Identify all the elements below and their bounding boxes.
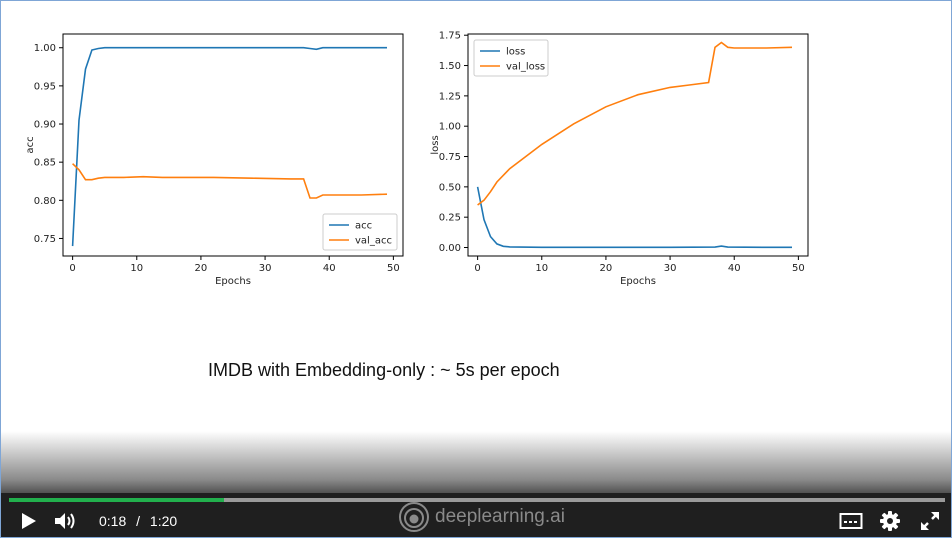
y-tick-label: 0.85 (34, 158, 56, 169)
y-tick-label: 1.75 (439, 31, 461, 42)
x-tick-label: 10 (535, 263, 548, 274)
progress-bar-played (9, 498, 225, 502)
legend-box (473, 39, 549, 77)
settings-gear-icon (880, 511, 900, 531)
y-tick-label: 0.95 (34, 81, 56, 92)
legend-box (322, 213, 398, 251)
time-display: 0:18 / 1:20 (99, 513, 177, 529)
fullscreen-button[interactable] (919, 510, 941, 532)
x-tick-label: 20 (195, 263, 208, 274)
volume-icon (55, 513, 75, 529)
time-total: 1:20 (149, 513, 178, 529)
y-tick-label: 1.00 (34, 43, 56, 54)
x-axis-label: Epochs (620, 276, 656, 286)
legend-label: loss (506, 47, 525, 58)
y-tick-label: 0.90 (34, 120, 56, 131)
play-icon (22, 513, 36, 529)
legend-label: val_loss (506, 62, 545, 73)
x-axis-label: Epochs (215, 276, 251, 286)
captions-button[interactable] (839, 512, 863, 530)
x-tick-label: 30 (664, 263, 677, 274)
deeplearning-logo-icon (399, 502, 429, 532)
settings-button[interactable] (879, 510, 901, 532)
time-current: 0:18 (99, 513, 127, 529)
series-line-val-loss (477, 41, 793, 206)
x-tick-label: 50 (387, 263, 400, 274)
y-axis-label: loss (430, 135, 441, 154)
x-tick-label: 20 (600, 263, 613, 274)
legend-label: acc (355, 221, 372, 232)
series-line-val-acc (72, 163, 388, 199)
series-line-loss (476, 186, 792, 249)
y-tick-label: 1.25 (439, 91, 461, 102)
volume-button[interactable] (53, 510, 77, 532)
y-tick-label: 0.75 (439, 152, 461, 163)
captions-icon (839, 513, 863, 529)
controls-gradient (1, 431, 951, 501)
progress-bar[interactable] (9, 498, 945, 502)
x-tick-label: 0 (69, 263, 75, 274)
chart-loss: 0 10 20 30 40 50 0.00 0.25 0.50 0.75 1.00 1.25 1.50 1… (430, 31, 809, 286)
series-line-acc (71, 46, 387, 247)
y-tick-label: 0.80 (34, 196, 56, 207)
x-tick-label: 50 (792, 263, 805, 274)
y-tick-label: 0.75 (34, 234, 56, 245)
brand-name: deeplearning.ai (435, 506, 565, 527)
x-tick-label: 30 (259, 263, 272, 274)
y-tick-label: 1.00 (439, 122, 461, 133)
chart-accuracy: 0 10 20 30 40 50 0.75 0.80 0.85 0.90 0.95 1.00 Epoch… (25, 33, 404, 286)
y-tick-label: 0.00 (439, 243, 461, 254)
legend: acc val_acc (322, 213, 398, 251)
y-tick-label: 0.50 (439, 182, 461, 193)
fullscreen-icon (921, 512, 939, 530)
slide-caption: IMDB with Embedding-only : ~ 5s per epoc… (208, 360, 560, 380)
x-tick-label: 40 (728, 263, 741, 274)
x-tick-label: 10 (130, 263, 143, 274)
play-button[interactable] (18, 511, 40, 531)
y-axis-label: acc (25, 136, 36, 153)
legend: loss val_loss (473, 39, 549, 77)
y-tick-label: 0.25 (439, 213, 461, 224)
x-tick-label: 40 (323, 263, 336, 274)
time-separator: / (136, 513, 141, 529)
y-tick-label: 1.50 (439, 61, 461, 72)
legend-label: val_acc (355, 236, 392, 247)
brand-watermark: deeplearning.ai (399, 502, 565, 532)
x-tick-label: 0 (474, 263, 480, 274)
